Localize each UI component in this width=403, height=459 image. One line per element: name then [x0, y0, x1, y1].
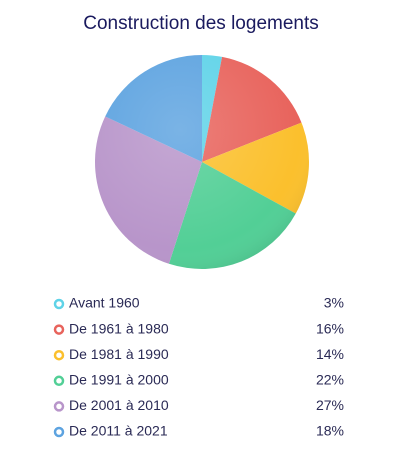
legend-label: De 1981 à 1990: [69, 346, 169, 362]
legend-label: De 1961 à 1980: [69, 320, 169, 336]
legend-marker: [53, 375, 65, 387]
legend-marker: [53, 401, 65, 412]
value-label: 27%: [316, 397, 344, 413]
legend-label: De 2001 à 2010: [69, 397, 169, 413]
legend-marker: [53, 298, 65, 310]
value-label: 14%: [316, 346, 344, 362]
legend-label: De 1991 à 2000: [69, 372, 169, 388]
legend-marker: [53, 426, 65, 438]
value-label: 18%: [316, 423, 344, 439]
legend-marker: [53, 324, 65, 335]
legend-marker: [53, 349, 65, 361]
value-label: 3%: [324, 295, 344, 311]
value-label: 22%: [316, 372, 344, 388]
value-label: 16%: [316, 320, 344, 336]
legend-label: De 2011 à 2021: [69, 423, 168, 439]
chart-title: Construction des logements: [83, 13, 319, 34]
legend-label: Avant 1960: [69, 295, 140, 311]
